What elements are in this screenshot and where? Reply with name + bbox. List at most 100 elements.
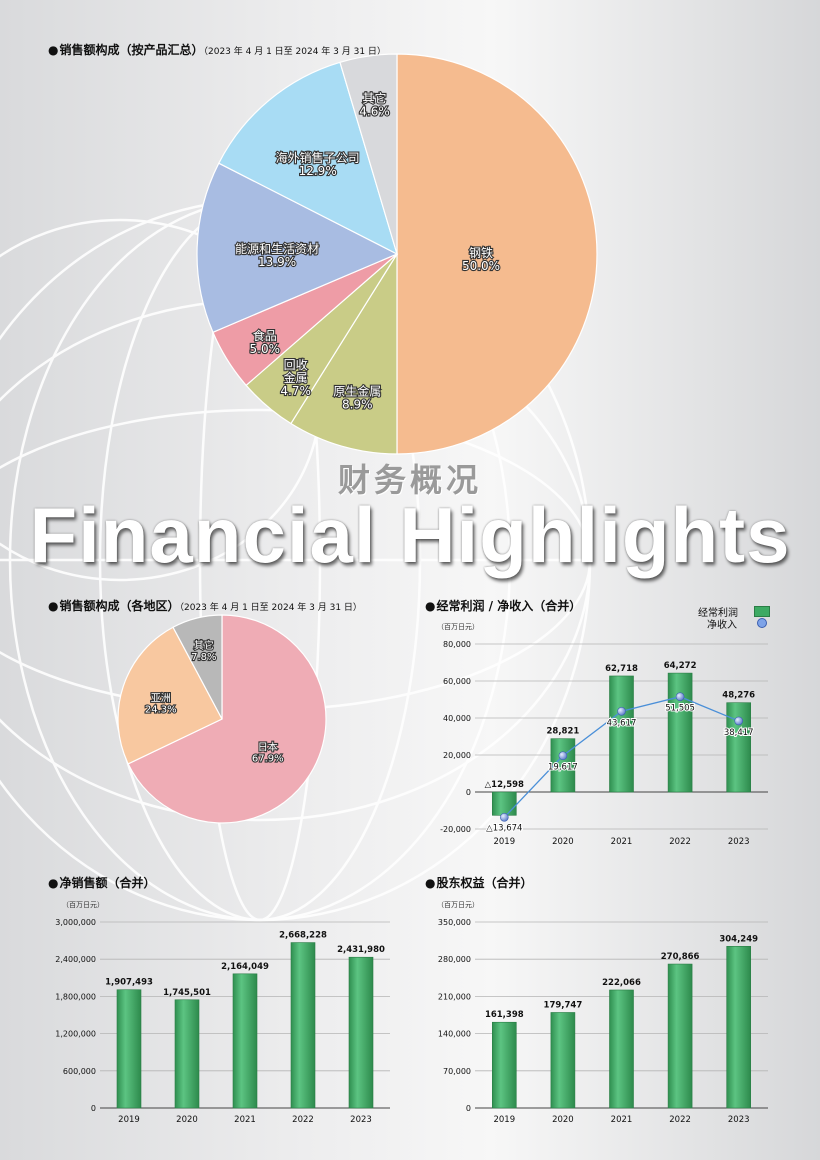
pie-slice-value: 67.9% xyxy=(252,753,284,764)
hero-title-en: Financial Highlights xyxy=(29,491,791,579)
product-pie-title: ●销售额构成（按产品汇总）（2023 年 4 月 1 日至 2024 年 3 月… xyxy=(48,43,386,57)
pie-slice xyxy=(339,53,398,255)
y-tick-label: 70,000 xyxy=(443,1067,471,1076)
bar-value-label: 1,907,493 xyxy=(105,978,153,988)
pie-slice-label: 回收 xyxy=(284,358,308,372)
x-tick-label: 2023 xyxy=(350,1115,372,1125)
pie-slice-label: 日本 xyxy=(258,740,278,753)
net-income-point xyxy=(617,707,626,716)
net-income-label: 38,417 xyxy=(724,728,754,738)
profit-bar-chart: -20,000 0 20,000 40,000 60,000 80,000 △12,598 2… xyxy=(440,640,768,847)
y-tick-label: 2,400,000 xyxy=(55,955,96,964)
bar xyxy=(116,989,142,1109)
x-tick-label: 2020 xyxy=(176,1115,198,1125)
pie-slice xyxy=(196,162,399,334)
pie-slice-value: 24.3% xyxy=(145,704,177,715)
pie-slice-value: 8.9% xyxy=(342,398,373,412)
pie-slice-value: 12.9% xyxy=(299,164,337,178)
y-tick-label: 3,000,000 xyxy=(55,918,96,927)
bar xyxy=(609,989,634,1109)
legend-item-bar: 经常利润 xyxy=(660,605,770,619)
profit-legend: 经常利润 净收入 xyxy=(660,605,770,631)
sales-unit: （百万日元） xyxy=(62,901,104,909)
y-tick-label: 60,000 xyxy=(443,677,471,686)
y-tick-label: 20,000 xyxy=(443,751,471,760)
pie-slice xyxy=(217,61,398,256)
pie-slice xyxy=(290,251,398,455)
x-tick-label: 2019 xyxy=(493,1115,515,1125)
pie-slice xyxy=(172,614,223,720)
bar-value-label: 64,272 xyxy=(664,661,697,671)
y-tick-label: 0 xyxy=(91,1104,96,1113)
y-tick-label: 1,200,000 xyxy=(55,1030,96,1039)
y-tick-label: 600,000 xyxy=(63,1067,96,1076)
y-tick-label: 0 xyxy=(466,788,471,797)
bar-value-label: 179,747 xyxy=(544,1000,583,1010)
net-income-label: 19,617 xyxy=(548,763,578,773)
bar xyxy=(726,946,752,1109)
bar xyxy=(174,999,200,1109)
bar-value-label: 222,066 xyxy=(602,978,641,988)
net-income-label: 51,505 xyxy=(665,704,695,714)
net-income-point xyxy=(558,751,568,761)
pie-slice xyxy=(117,626,223,765)
net-income-label: 43,617 xyxy=(607,718,637,728)
profit-unit: （百万日元） xyxy=(437,623,479,631)
bar-value-label: 2,164,049 xyxy=(221,962,269,972)
pie-slice-value: 7.8% xyxy=(191,652,216,663)
pie-slice-label: 海外销售子公司 xyxy=(276,150,360,165)
pie-slice-label: 亚洲 xyxy=(151,692,171,704)
x-tick-label: 2019 xyxy=(118,1115,140,1125)
pie-slice-value: 5.0% xyxy=(250,342,281,356)
y-tick-label: 350,000 xyxy=(438,918,471,927)
pie-slice-label: 其它 xyxy=(194,639,214,652)
pie-slice-value: 4.7% xyxy=(280,384,311,398)
pie-slice-value: 4.6% xyxy=(359,105,390,119)
y-tick-label: 40,000 xyxy=(443,714,471,723)
x-tick-label: 2021 xyxy=(234,1115,256,1125)
bar xyxy=(667,672,693,793)
pie-slice xyxy=(127,614,327,824)
pie-slice-value: 50.0% xyxy=(462,259,500,273)
profit-chart-title: ●经常利润 / 净收入（合并） xyxy=(425,599,582,613)
y-tick-label: 140,000 xyxy=(438,1030,471,1039)
bar-value-label: 48,276 xyxy=(722,691,755,701)
pie-slice-label: 其它 xyxy=(363,91,387,106)
x-tick-label: 2023 xyxy=(728,1115,750,1125)
y-tick-label: 210,000 xyxy=(438,992,471,1001)
bar-value-label: 62,718 xyxy=(605,664,638,674)
bar-value-label: 2,668,228 xyxy=(279,931,327,941)
bar xyxy=(491,791,517,816)
pie-slice-label: 食品 xyxy=(253,328,277,343)
pie-slice-label: 钢铁 xyxy=(469,246,493,260)
net-income-label: △13,674 xyxy=(486,823,522,833)
net-income-point xyxy=(499,812,509,822)
bar xyxy=(232,973,258,1109)
y-tick-label: 80,000 xyxy=(443,640,471,649)
bar xyxy=(550,738,576,793)
x-tick-label: 2022 xyxy=(292,1115,314,1125)
sales-bar-chart: 0 600,000 1,200,000 1,800,000 2,400,000 3,000… xyxy=(55,918,390,1125)
y-tick-label: 280,000 xyxy=(438,955,471,964)
equity-bar-chart: 0 70,000 140,000 210,000 280,000 350,000 161,3… xyxy=(438,918,768,1125)
bar-value-label: 1,745,501 xyxy=(163,988,211,998)
bar-value-label: △12,598 xyxy=(485,780,524,790)
pie-slice xyxy=(396,53,598,455)
bar-value-label: 270,866 xyxy=(661,952,700,962)
pie-slice-value: 13.9% xyxy=(258,255,296,269)
pie-slice-label: 金属 xyxy=(284,370,308,385)
x-tick-label: 2019 xyxy=(493,837,515,847)
legend-bar-swatch xyxy=(754,605,770,617)
x-tick-label: 2023 xyxy=(728,837,750,847)
x-tick-label: 2021 xyxy=(611,1115,633,1125)
hero-title-cn: 财务概况 xyxy=(337,461,482,499)
y-tick-label: 0 xyxy=(466,1104,471,1113)
legend-dot-swatch xyxy=(757,618,767,628)
bar xyxy=(609,675,634,793)
y-tick-label: 1,800,000 xyxy=(55,992,96,1001)
pie-slice-label: 原生金属 xyxy=(333,384,381,399)
sales-chart-title: ●净销售额（合并） xyxy=(48,876,156,890)
x-tick-label: 2022 xyxy=(669,837,691,847)
